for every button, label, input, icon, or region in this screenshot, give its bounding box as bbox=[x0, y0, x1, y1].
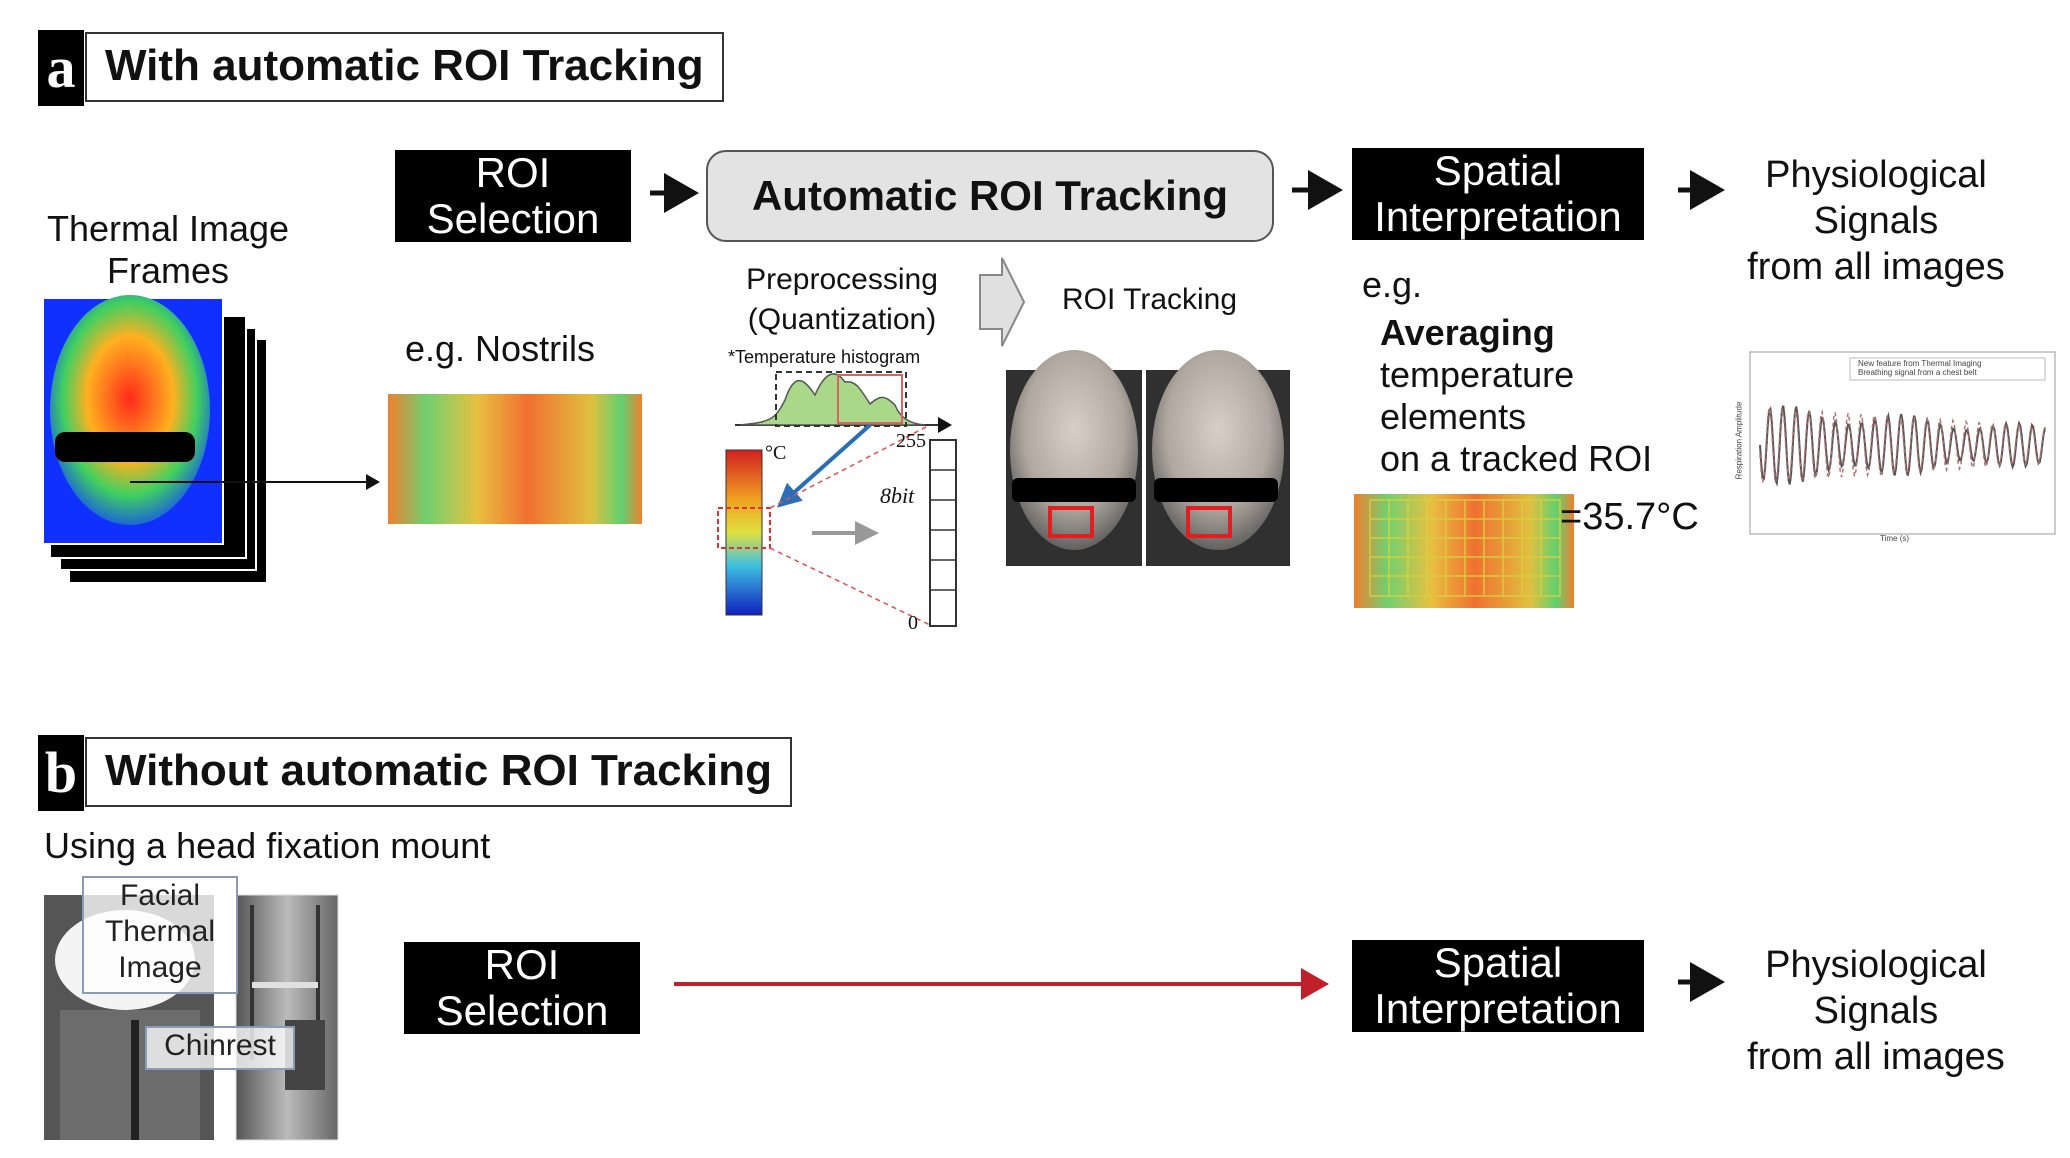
facial-line1: Facial bbox=[119, 879, 201, 912]
spatial-a-line1: Spatial bbox=[1433, 147, 1563, 194]
chinrest-label: Chinrest bbox=[145, 1026, 295, 1070]
auto-roi-tracking-box: Automatic ROI Tracking bbox=[706, 150, 1274, 242]
histogram-label: *Temperature histogram bbox=[728, 347, 921, 367]
spatial-block-a: Spatial Interpretation bbox=[1352, 148, 1644, 240]
roi-selection-b-line2: Selection bbox=[435, 987, 609, 1034]
averaging-line3: elements bbox=[1380, 396, 1527, 437]
spatial-a-line2: Interpretation bbox=[1374, 193, 1622, 240]
temp-value: =35.7°C bbox=[1560, 496, 1699, 538]
hist-255-label: 255 bbox=[896, 430, 926, 452]
roi-tracking-frames bbox=[1006, 350, 1290, 566]
hist-unit-label: °C bbox=[765, 442, 787, 464]
spatial-block-b: Spatial Interpretation bbox=[1352, 940, 1644, 1032]
averaging-grid bbox=[1354, 494, 1574, 608]
averaging-label: Averaging bbox=[1380, 312, 1555, 353]
signal-plot bbox=[1749, 351, 2056, 535]
frames-label-2: Frames bbox=[106, 250, 229, 291]
plot-ylabel: Respiration Amplitude bbox=[1734, 401, 1744, 480]
facial-line3: Image bbox=[118, 951, 202, 984]
eg-label: e.g. bbox=[1362, 264, 1423, 305]
averaging-line4: on a tracked ROI bbox=[1380, 438, 1653, 479]
section-a-title: With automatic ROI Tracking bbox=[85, 32, 724, 102]
spatial-b-line2: Interpretation bbox=[1374, 985, 1622, 1032]
nostrils-thermal-image bbox=[388, 394, 642, 524]
bit-zero-label: 0 bbox=[908, 612, 918, 634]
roi-selection-a-line1: ROI bbox=[475, 149, 551, 196]
temperature-histogram bbox=[717, 371, 957, 627]
facial-line2: Thermal bbox=[104, 915, 216, 948]
plot-legend-1: New feature from Thermal Imaging bbox=[1858, 359, 1982, 368]
physio-a-line2: Signals bbox=[1813, 200, 1939, 242]
section-a-letter: a bbox=[38, 30, 84, 106]
nostrils-label: e.g. Nostrils bbox=[405, 328, 596, 369]
roi-selection-block-a: ROI Selection bbox=[395, 150, 631, 242]
physio-b-line1: Physiological bbox=[1765, 944, 1987, 986]
roi-selection-b-line1: ROI bbox=[484, 941, 560, 988]
physio-b-line3: from all images bbox=[1747, 1036, 2005, 1078]
physio-block-a: Physiological Signals from all images bbox=[1716, 152, 2036, 290]
section-b-subtitle: Using a head fixation mount bbox=[44, 825, 491, 866]
preprocessing-line1: Preprocessing bbox=[746, 263, 938, 296]
roi-selection-a-line2: Selection bbox=[426, 195, 600, 242]
physio-a-line3: from all images bbox=[1747, 246, 2005, 288]
physio-b-line2: Signals bbox=[1813, 990, 1939, 1032]
plot-xlabel: Time (s) bbox=[1880, 534, 1910, 543]
roi-tracking-label: ROI Tracking bbox=[1062, 283, 1238, 316]
section-b-title: Without automatic ROI Tracking bbox=[85, 737, 792, 807]
frames-label-1: Thermal Image bbox=[46, 208, 290, 249]
spatial-b-line1: Spatial bbox=[1433, 939, 1563, 986]
plot-legend-2: Breathing signal from a chest belt bbox=[1858, 368, 1977, 377]
plot-legend: New feature from Thermal Imaging Breathi… bbox=[1858, 359, 1981, 377]
physio-block-b: Physiological Signals from all images bbox=[1716, 942, 2036, 1080]
bit-label: 8bit bbox=[880, 483, 915, 508]
facial-thermal-label: Facial Thermal Image bbox=[82, 876, 238, 994]
physio-a-line1: Physiological bbox=[1765, 154, 1987, 196]
block-arrow-icon bbox=[979, 257, 1026, 347]
section-b-letter: b bbox=[38, 735, 84, 811]
thermal-frames-stack bbox=[42, 295, 380, 582]
averaging-line2: temperature bbox=[1380, 354, 1575, 395]
roi-selection-block-b: ROI Selection bbox=[404, 942, 640, 1034]
preprocessing-label: Preprocessing (Quantization) bbox=[722, 260, 962, 340]
preprocessing-line2: (Quantization) bbox=[747, 303, 937, 336]
